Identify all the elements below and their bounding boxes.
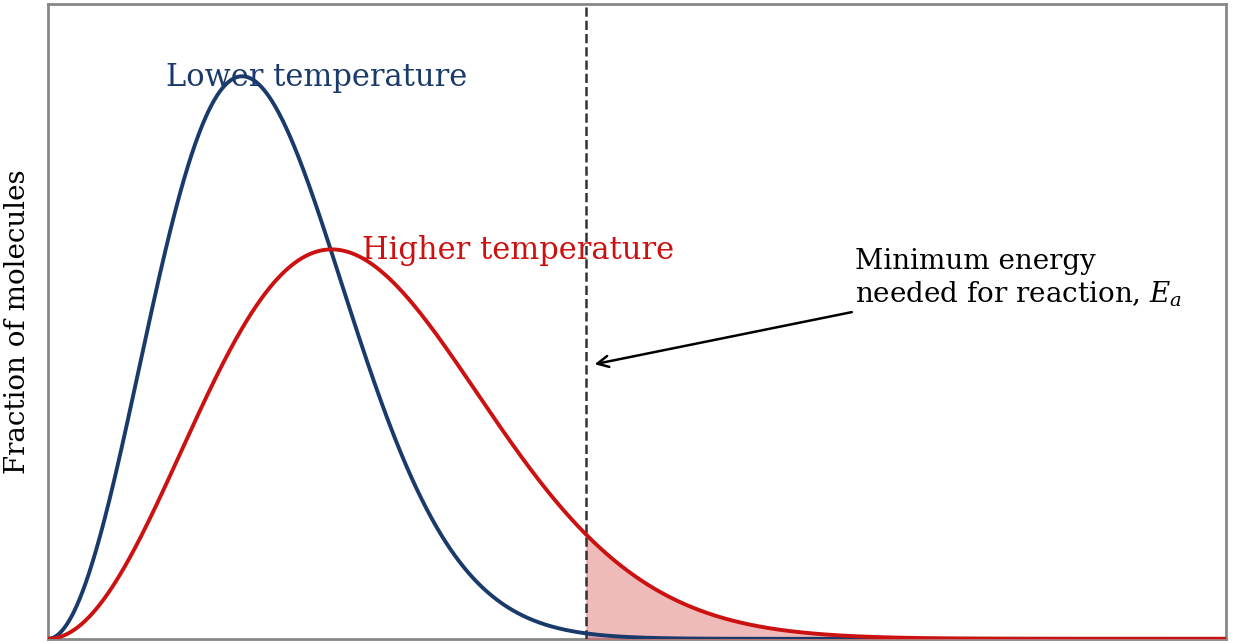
Text: Minimum energy
needed for reaction, $E_a$: Minimum energy needed for reaction, $E_a… bbox=[597, 248, 1183, 367]
Text: Lower temperature: Lower temperature bbox=[165, 62, 467, 93]
Y-axis label: Fraction of molecules: Fraction of molecules bbox=[4, 169, 31, 474]
Text: Higher temperature: Higher temperature bbox=[362, 235, 674, 266]
